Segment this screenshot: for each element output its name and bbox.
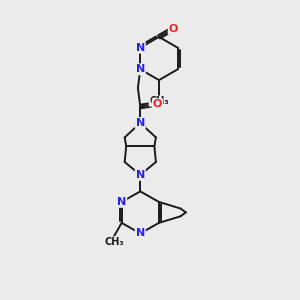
Text: O: O xyxy=(153,99,162,109)
Text: N: N xyxy=(136,228,145,239)
Text: O: O xyxy=(169,24,178,34)
Text: N: N xyxy=(136,170,145,180)
Text: CH₃: CH₃ xyxy=(149,96,169,106)
Text: CH₃: CH₃ xyxy=(104,237,124,247)
Text: N: N xyxy=(136,43,145,53)
Text: N: N xyxy=(136,118,145,128)
Text: N: N xyxy=(117,197,126,207)
Text: N: N xyxy=(136,64,145,74)
